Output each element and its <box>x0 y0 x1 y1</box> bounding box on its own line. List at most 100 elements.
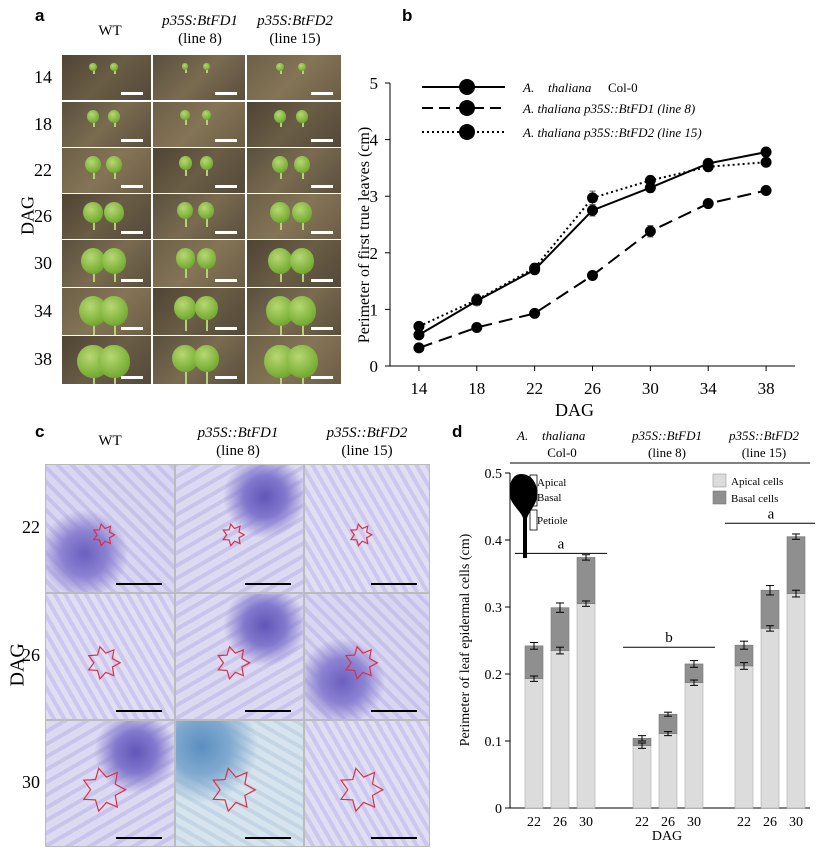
scale-bar <box>245 710 291 712</box>
data-point <box>413 320 425 332</box>
seedling-photo <box>62 288 151 335</box>
seedling-stem <box>206 367 209 384</box>
scale-bar <box>371 837 417 839</box>
seedling-stem <box>206 316 209 331</box>
legend-col0-c: Col-0 <box>608 80 638 95</box>
panel-a-col-fd1-line: (line 8) <box>178 31 222 47</box>
panel-a-col-fd1: p35S:BtFD1 (line 8) <box>152 12 248 48</box>
panel-b-ylabel: Perimeter of first true leaves (cm) <box>356 127 373 343</box>
panel-a-row-label: 22 <box>34 159 52 180</box>
panel-c-row-label: 30 <box>22 771 40 792</box>
bar-basal <box>550 607 570 651</box>
seedling-photo <box>247 148 341 193</box>
y-tick-label: 2 <box>370 244 379 263</box>
group2-name: p35S::BtFD1 <box>631 428 702 443</box>
traced-cell <box>339 767 385 813</box>
cell-outline <box>92 522 116 547</box>
y-tick-label: 0.3 <box>485 601 503 616</box>
seedling-leaf <box>103 202 124 224</box>
data-point <box>644 225 656 237</box>
seedling-stem <box>185 265 188 278</box>
legend-col0-marker <box>459 79 475 95</box>
panel-c-col-fd2: p35S::BtFD2 (line 15) <box>307 424 427 460</box>
seedling-photo <box>153 102 245 147</box>
epidermis-micrograph <box>175 720 304 847</box>
data-point <box>413 329 425 341</box>
seedling-stem <box>113 270 116 283</box>
seedling-stem <box>113 321 116 335</box>
y-tick-label: 0.1 <box>485 735 503 750</box>
traced-cell <box>344 645 379 681</box>
data-point <box>587 204 598 216</box>
panel-d-letter: d <box>452 422 463 441</box>
cell-outline <box>82 767 127 813</box>
seedling-leaf <box>83 202 104 224</box>
panel-c-col-fd2-line: (line 15) <box>341 443 393 459</box>
data-point <box>529 307 541 319</box>
traced-cell <box>217 645 251 681</box>
scale-bar <box>121 185 143 188</box>
seedling-stem <box>113 373 116 384</box>
significance-letter: a <box>768 506 775 522</box>
scale-bar <box>311 279 333 282</box>
legend-apical-swatch <box>712 473 727 488</box>
panel-a-row-label: 34 <box>34 300 52 321</box>
traced-cell <box>349 522 374 547</box>
seedling-leaf <box>275 63 284 72</box>
y-tick-label: 3 <box>370 187 379 206</box>
seedling-stem <box>279 321 282 335</box>
seedling-leaf <box>291 202 312 224</box>
panel-a-col-wt: WT <box>98 23 122 39</box>
seedling-stem <box>93 270 96 283</box>
seedling-stem <box>206 68 209 73</box>
seedling-stem <box>113 120 116 127</box>
scale-bar <box>116 710 162 712</box>
panel-d-xlabel: DAG <box>652 829 682 844</box>
data-point <box>760 146 772 158</box>
epidermis-micrograph <box>304 720 430 847</box>
panel-d-bars: 22 26 30 a 22 26 30 b 22 26 30 a <box>515 506 815 830</box>
significance-letter: a <box>558 536 565 552</box>
seedling-stem <box>93 120 96 127</box>
scale-bar <box>371 583 417 585</box>
bar-apical <box>786 593 806 809</box>
seedling-leaf <box>269 202 290 224</box>
seedling-stem <box>185 216 188 227</box>
seedling-stem <box>279 170 282 179</box>
data-point <box>702 161 714 173</box>
seedling-stem <box>301 70 304 75</box>
epidermis-micrograph <box>304 464 430 593</box>
data-point <box>702 198 714 210</box>
seedling-stem <box>206 216 209 227</box>
bar-apical <box>524 678 544 809</box>
seedling-photo <box>153 288 245 335</box>
scale-bar <box>215 376 237 379</box>
seedling-leaf <box>198 202 215 219</box>
scale-bar <box>215 185 237 188</box>
data-point <box>587 269 598 281</box>
y-tick-label: 0 <box>495 802 502 817</box>
traced-cell <box>82 767 127 813</box>
bar-basal <box>524 645 544 679</box>
seedling-stem <box>206 118 209 125</box>
panel-a-letter: a <box>35 6 45 25</box>
scale-bar <box>215 231 237 234</box>
scale-bar <box>245 583 291 585</box>
seedling-leaf <box>178 156 192 170</box>
seedling-photo <box>153 240 245 287</box>
y-tick-label: 0.2 <box>485 668 503 683</box>
bar-apical <box>550 650 570 809</box>
panel-a-col-fd2: p35S:BtFD2 (line 15) <box>245 12 345 48</box>
bar-basal <box>760 589 780 629</box>
seedling-leaf <box>182 63 189 70</box>
seedling-leaf <box>193 344 220 372</box>
seedling-leaf <box>293 156 310 173</box>
panel-b-letter: b <box>402 6 413 25</box>
seedling-leaf <box>177 202 194 219</box>
data-point <box>760 185 772 197</box>
cell-outline <box>339 767 385 813</box>
legend-fd2-text: A. thaliana p35S::BtFD2 (line 15) <box>522 125 702 140</box>
scale-bar <box>121 376 143 379</box>
x-tick-label: 26 <box>661 815 675 830</box>
